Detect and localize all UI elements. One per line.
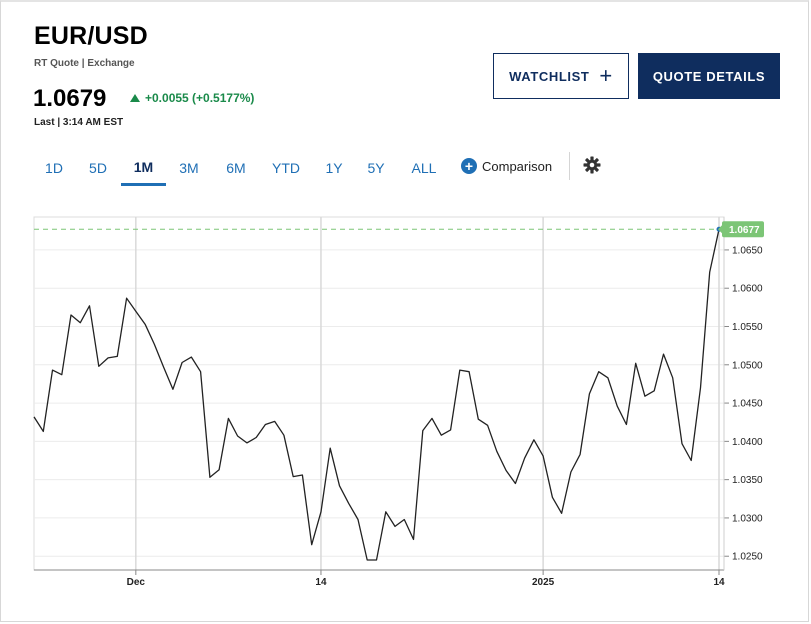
symbol-title: EUR/USD xyxy=(34,22,148,50)
tab-1m[interactable]: 1M xyxy=(121,150,166,186)
y-tick-label: 1.0350 xyxy=(732,475,763,486)
price-line xyxy=(33,229,720,561)
tab-ytd[interactable]: YTD xyxy=(272,160,300,176)
x-axis-labels: Dec14202514Feb14Mar xyxy=(127,577,725,588)
watchlist-label: WATCHLIST xyxy=(509,68,590,84)
tab-3m[interactable]: 3M xyxy=(179,160,199,176)
y-tick-label: 1.0600 xyxy=(732,284,763,295)
y-tick-label: 1.0450 xyxy=(732,399,763,410)
last-value-marker: 1.0677 xyxy=(34,221,764,238)
last-value-badge xyxy=(722,221,764,238)
x-tick-label: 2025 xyxy=(532,577,555,588)
x-tick-label: Dec xyxy=(127,577,146,588)
quote-details-label: QUOTE DETAILS xyxy=(652,68,766,84)
tab-1d[interactable]: 1D xyxy=(45,160,63,176)
y-axis-labels: 1.0250 1.0300 1.0350 1.0400 1.0450 1.0500 1.05… xyxy=(732,245,763,562)
tab-all[interactable]: ALL xyxy=(411,160,437,176)
last-updated: Last | 3:14 AM EST xyxy=(34,117,124,128)
comparison-label: Comparison xyxy=(482,158,553,174)
y-tick-label: 1.0250 xyxy=(732,552,763,563)
price-change: +0.0055 (+0.5177%) xyxy=(130,91,254,105)
plus-icon: + xyxy=(599,63,613,88)
y-tick-label: 1.0550 xyxy=(732,322,763,333)
y-tick-label: 1.0650 xyxy=(732,245,763,256)
tab-1y[interactable]: 1Y xyxy=(325,160,343,176)
last-value-label: 1.0677 xyxy=(729,225,760,236)
last-price: 1.0679 xyxy=(33,85,107,112)
plot-border xyxy=(33,216,725,571)
quote-source: RT Quote | Exchange xyxy=(34,58,135,69)
y-tick-label: 1.0300 xyxy=(732,513,763,524)
triangle-up-icon xyxy=(130,94,140,102)
watchlist-button[interactable]: WATCHLIST + xyxy=(493,53,629,99)
price-change-text: +0.0055 (+0.5177%) xyxy=(145,91,255,105)
last-value-badge-pointer xyxy=(718,224,723,235)
chart-series xyxy=(33,229,720,561)
gear-icon[interactable] xyxy=(582,155,602,175)
comparison-button[interactable]: + Comparison xyxy=(461,156,552,176)
x-tick-label: 14 xyxy=(315,577,327,588)
quote-details-button[interactable]: QUOTE DETAILS xyxy=(638,53,780,99)
x-tick-label: 14 xyxy=(713,577,725,588)
chart-grid xyxy=(33,216,729,575)
tab-5d[interactable]: 5D xyxy=(89,160,107,176)
y-tick-label: 1.0500 xyxy=(732,360,763,371)
toolbar-divider xyxy=(569,152,570,180)
plus-circle-icon: + xyxy=(461,158,477,174)
tab-6m[interactable]: 6M xyxy=(226,160,246,176)
y-tick-label: 1.0400 xyxy=(732,437,763,448)
tab-5y[interactable]: 5Y xyxy=(367,160,385,176)
